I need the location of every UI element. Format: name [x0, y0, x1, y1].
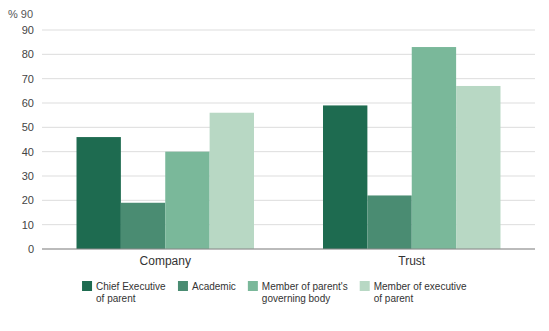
bar — [77, 137, 121, 249]
bar — [412, 47, 456, 249]
x-tick-label: Company — [140, 254, 191, 268]
y-tick-label: 60 — [22, 97, 34, 109]
legend-entry: Member of parent'sgoverning body — [248, 281, 348, 304]
legend-entry: Academic — [178, 281, 236, 292]
bar — [367, 195, 411, 249]
y-tick-label: 30 — [22, 170, 34, 182]
legend-swatch — [82, 281, 92, 291]
bar — [165, 152, 209, 249]
y-axis: 0 10 20 30 40 50 60 70 80 90 — [22, 24, 535, 255]
legend-label: Academic — [192, 281, 236, 292]
legend-label: Member of executiveof parent — [374, 281, 467, 304]
y-tick-label: 0 — [28, 243, 34, 255]
bar — [210, 113, 254, 249]
grid-line — [42, 30, 535, 31]
y-tick-label: 50 — [22, 121, 34, 133]
legend: Chief Executiveof parent Academic Member o… — [82, 281, 467, 304]
y-axis-label: % 90 — [8, 8, 33, 20]
y-tick-label: 10 — [22, 219, 34, 231]
legend-entry: Member of executiveof parent — [360, 281, 467, 304]
legend-swatch — [360, 281, 370, 291]
bar — [456, 86, 500, 249]
grid-line — [42, 78, 535, 79]
y-tick-label: 90 — [22, 24, 34, 36]
bars — [77, 47, 501, 249]
y-tick-label: 70 — [22, 73, 34, 85]
y-tick-label: 20 — [22, 194, 34, 206]
legend-swatch — [248, 281, 258, 291]
y-tick-label: 40 — [22, 146, 34, 158]
chart: % 90 0 10 20 30 40 50 60 70 80 90 Company Trust Chief… — [0, 0, 549, 331]
legend-swatch — [178, 281, 188, 291]
legend-label: Chief Executiveof parent — [96, 281, 166, 304]
grid-line — [42, 54, 535, 55]
x-tick-label: Trust — [398, 254, 426, 268]
grid-line — [42, 249, 535, 250]
bar — [323, 105, 367, 249]
y-tick-label: 80 — [22, 48, 34, 60]
x-axis-line — [42, 249, 535, 250]
legend-entry: Chief Executiveof parent — [82, 281, 166, 304]
bar — [121, 203, 165, 249]
legend-label: Member of parent'sgoverning body — [262, 281, 348, 304]
